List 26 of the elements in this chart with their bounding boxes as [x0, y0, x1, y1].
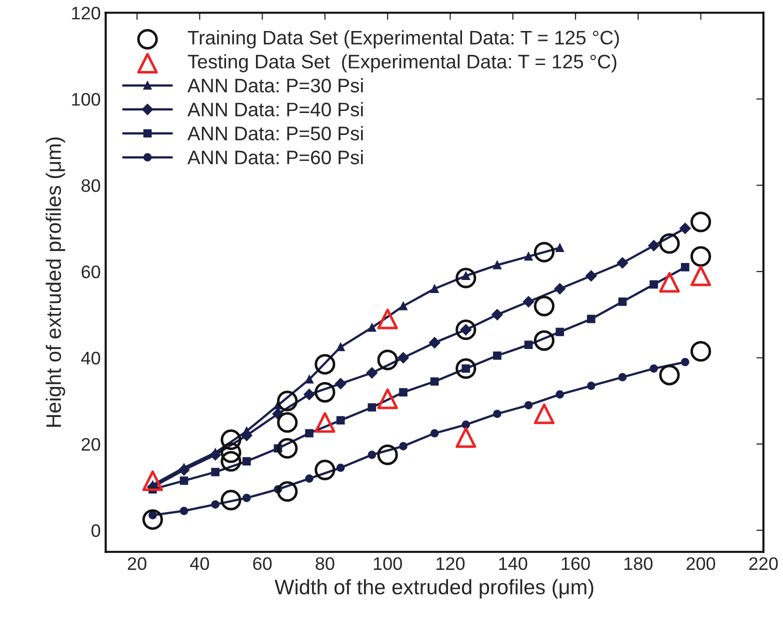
x-tick-label: 220	[749, 557, 778, 570]
legend-label: ANN Data: P=30 Psi	[187, 78, 363, 92]
y-tick-label: 40	[81, 352, 100, 365]
x-tick-label: 20	[128, 557, 146, 570]
x-tick-label: 40	[190, 557, 209, 570]
y-tick-label: 120	[72, 6, 100, 20]
y-tick-label: 80	[82, 179, 100, 192]
legend-label: ANN Data: P=60 Psi	[187, 150, 363, 164]
y-tick-label: 100	[72, 92, 100, 106]
x-tick-label: 60	[253, 557, 272, 570]
legend-label: Training Data Set (Experimental Data: T = 125 °C)	[188, 30, 619, 48]
x-tick-label: 160	[562, 557, 590, 570]
legend-label: ANN Data: P=50 Psi	[187, 126, 363, 140]
legend-label: ANN Data: P=40 Psi	[187, 102, 363, 116]
y-tick-label: 20	[82, 438, 100, 451]
x-tick-label: 200	[686, 557, 716, 570]
x-tick-label: 100	[374, 557, 402, 570]
x-tick-label: 80	[316, 557, 334, 570]
legend-label: Testing Data Set (Experimental Data: T = 125 °C)	[188, 54, 616, 72]
x-tick-label: 140	[499, 557, 528, 570]
x-tick-label: 180	[624, 557, 653, 570]
y-tick-label: 0	[92, 524, 100, 538]
y-axis-title: Height of extruded profiles (μm)	[46, 137, 66, 427]
x-tick-label: 120	[436, 557, 465, 570]
x-axis-title: Width of the extruded profiles (μm)	[274, 579, 594, 599]
y-tick-label: 60	[82, 265, 100, 278]
